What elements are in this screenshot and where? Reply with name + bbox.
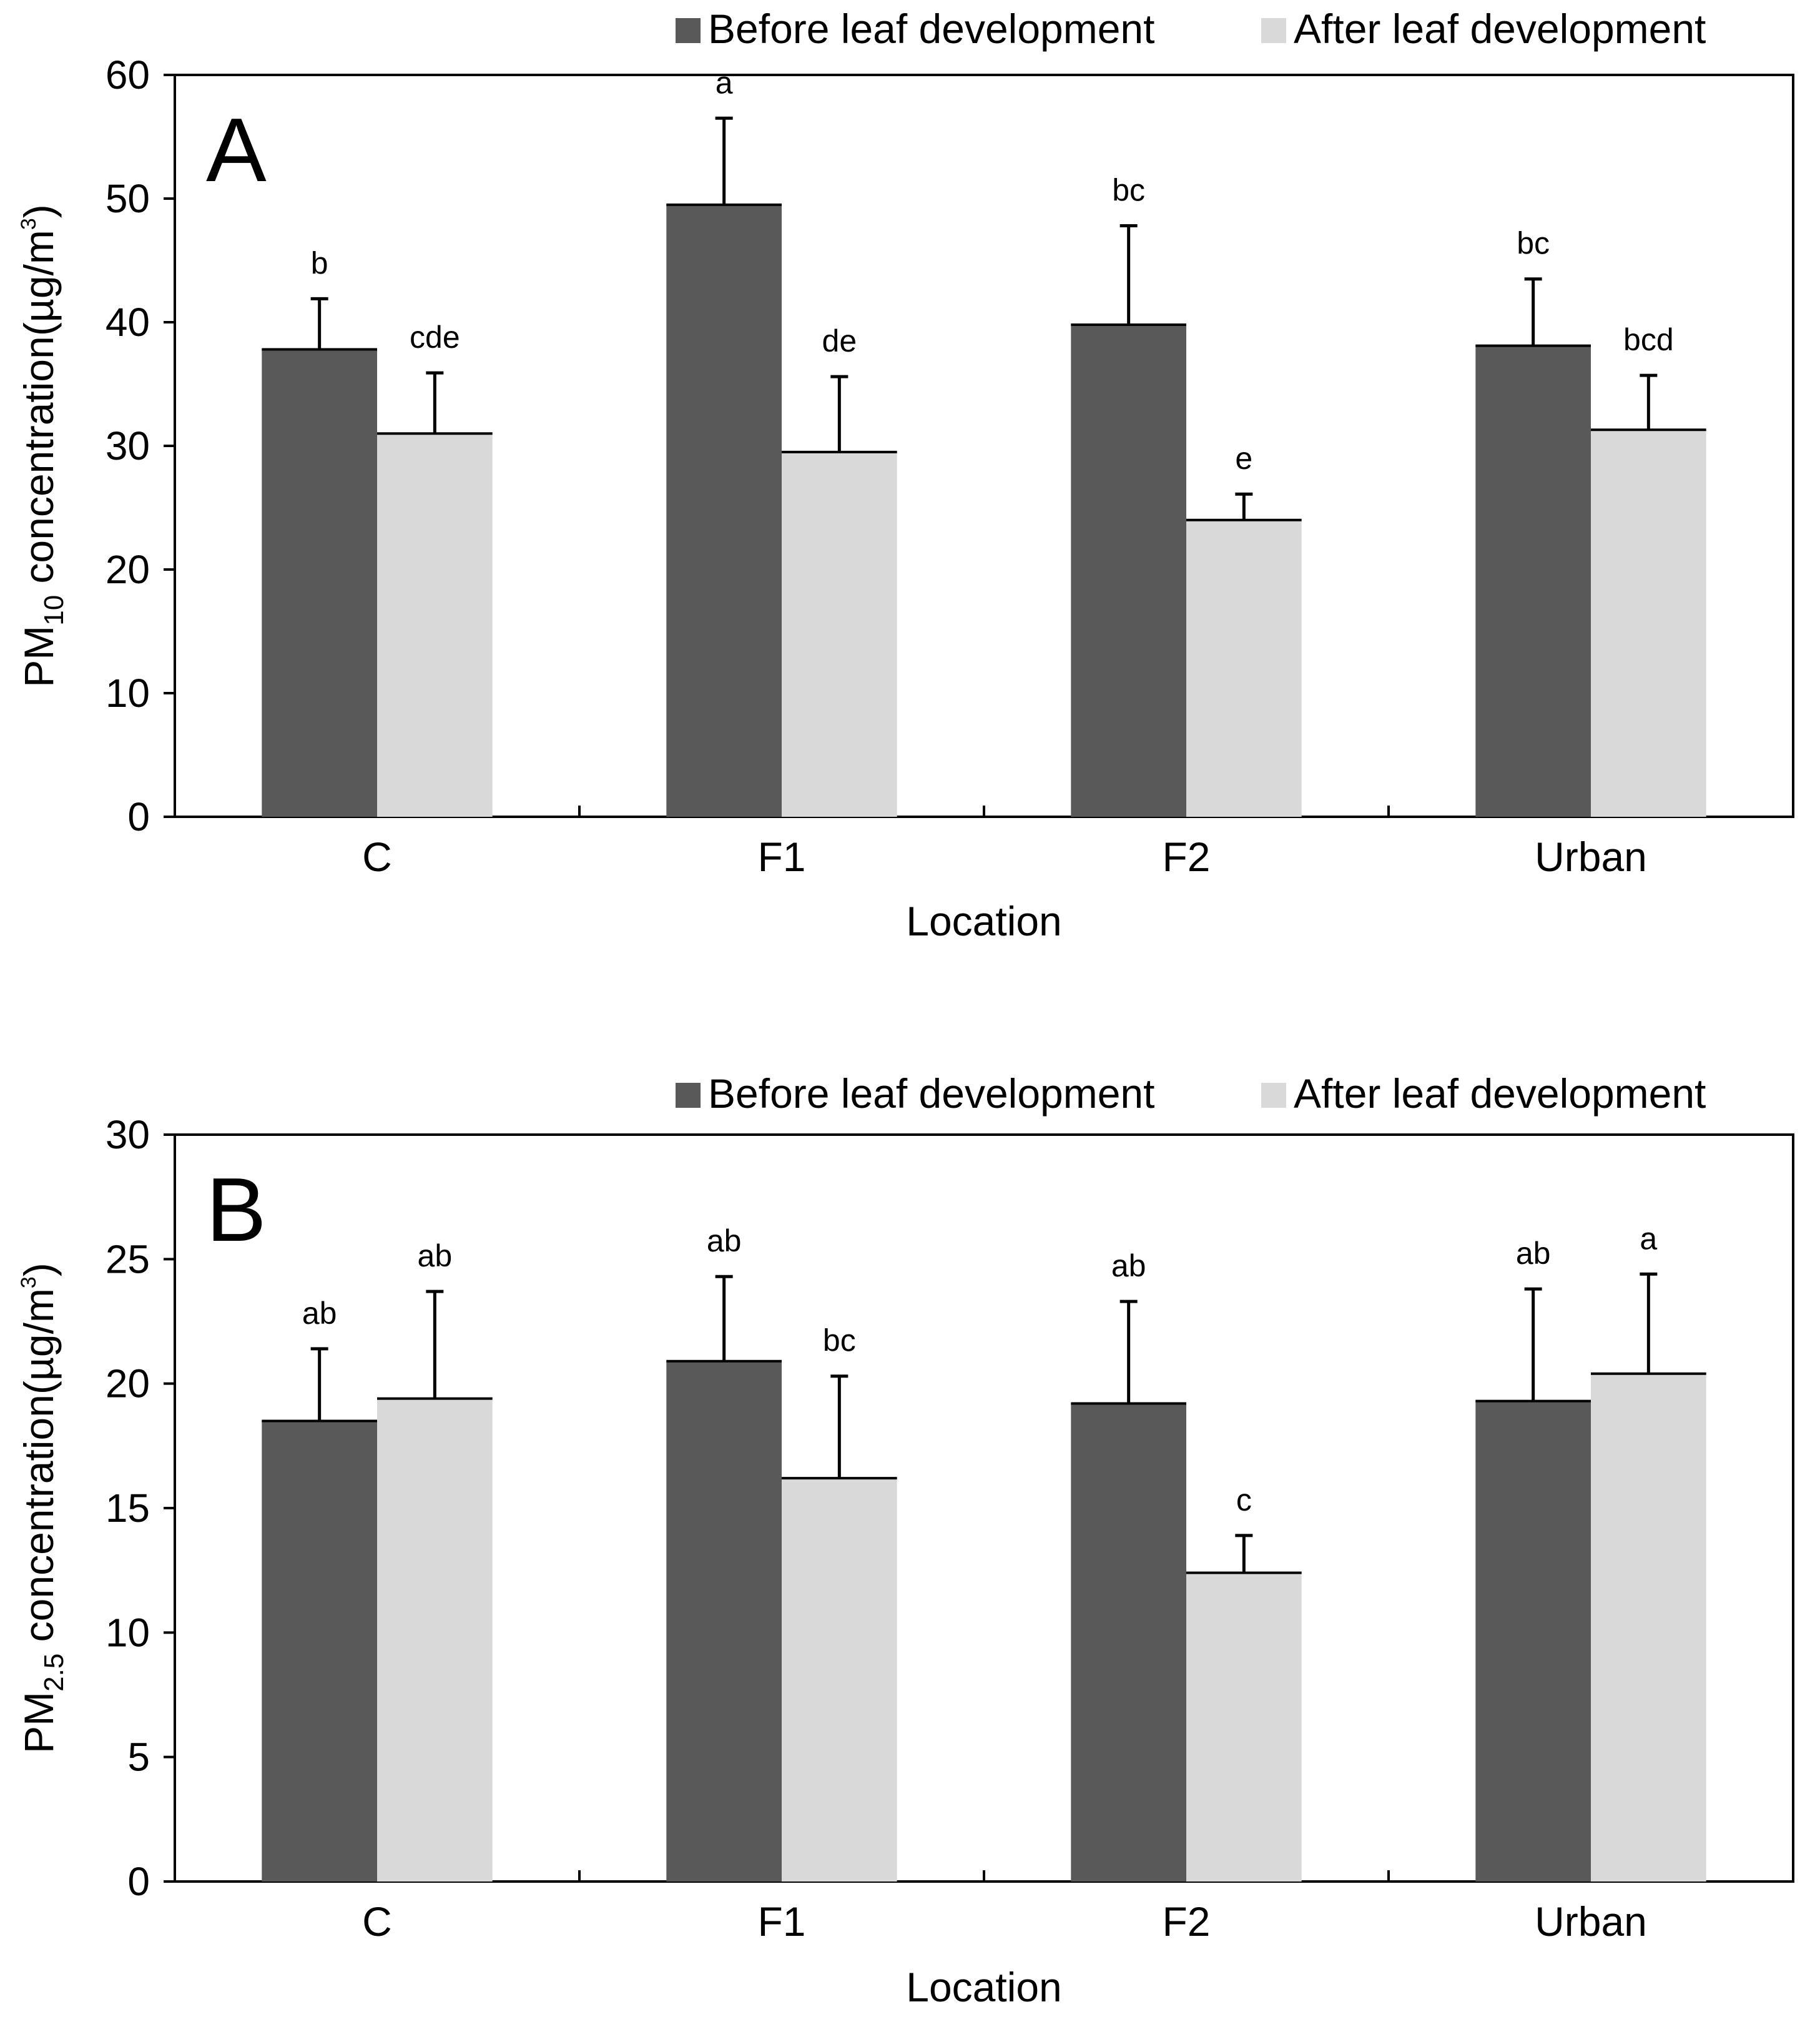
y-axis-title-part: 3 bbox=[17, 218, 41, 230]
y-tick-label: 25 bbox=[106, 1236, 150, 1281]
x-category-label: Urban bbox=[1535, 834, 1647, 880]
significance-label: ab bbox=[302, 1296, 337, 1331]
bar bbox=[666, 204, 782, 817]
legend-swatch bbox=[676, 18, 701, 43]
panel-label: A bbox=[206, 99, 267, 200]
significance-label: bcd bbox=[1623, 322, 1674, 357]
significance-label: bc bbox=[1112, 173, 1145, 208]
bar bbox=[1186, 1572, 1302, 1882]
y-tick-label: 0 bbox=[127, 1859, 150, 1904]
x-category-label: Urban bbox=[1535, 1898, 1647, 1945]
legend-label: Before leaf development bbox=[708, 6, 1154, 52]
significance-label: ab bbox=[707, 1223, 742, 1258]
y-axis-title-part: concentration(µg/m bbox=[16, 230, 62, 595]
y-axis-title-part: PM bbox=[16, 626, 62, 688]
y-tick-label: 15 bbox=[106, 1486, 150, 1531]
x-category-label: C bbox=[362, 834, 392, 880]
y-tick-label: 5 bbox=[127, 1735, 150, 1780]
y-tick-label: 30 bbox=[106, 423, 150, 468]
y-tick-label: 50 bbox=[106, 176, 150, 221]
x-category-label: F2 bbox=[1162, 1898, 1210, 1945]
bar bbox=[1475, 1401, 1591, 1882]
bar bbox=[666, 1361, 782, 1882]
bar bbox=[1591, 430, 1706, 817]
y-tick-label: 10 bbox=[106, 671, 150, 716]
panel-label: B bbox=[206, 1159, 267, 1260]
x-category-label: F2 bbox=[1162, 834, 1210, 880]
significance-label: ab bbox=[418, 1238, 453, 1273]
y-tick-label: 30 bbox=[106, 1112, 150, 1157]
bar bbox=[377, 433, 493, 817]
y-axis-title: PM10 concentration(µg/m3) bbox=[16, 204, 69, 687]
significance-label: ab bbox=[1516, 1236, 1551, 1271]
significance-label: bc bbox=[823, 1323, 856, 1358]
significance-label: e bbox=[1235, 441, 1252, 476]
legend-label: After leaf development bbox=[1294, 6, 1706, 52]
significance-label: a bbox=[1640, 1221, 1657, 1256]
y-axis-title-part: concentration(µg/m bbox=[16, 1288, 62, 1654]
chart-panel-a: 0 10 20 30 40 50 60 b cde Ca de F1 bc e F2 bc bcd Urban Lo… bbox=[16, 6, 1794, 944]
legend-swatch bbox=[1261, 1083, 1286, 1108]
significance-label: ab bbox=[1111, 1248, 1146, 1283]
bar bbox=[262, 349, 377, 817]
x-category-label: F1 bbox=[757, 834, 805, 880]
y-tick-label: 10 bbox=[106, 1610, 150, 1655]
y-tick-label: 60 bbox=[106, 52, 150, 97]
y-axis-title-part: 3 bbox=[17, 1276, 41, 1288]
legend-swatch bbox=[1261, 18, 1286, 43]
y-tick-label: 20 bbox=[106, 1361, 150, 1406]
bar bbox=[1591, 1373, 1706, 1882]
bar bbox=[1475, 345, 1591, 817]
y-axis-title-part: ) bbox=[16, 204, 62, 218]
y-axis-title-part: 10 bbox=[39, 595, 69, 626]
bar bbox=[1071, 324, 1186, 817]
chart-panel-b: 0 5 10 15 20 25 30 ab ab Cab bc F1 ab c F2 ab a Urban Loca… bbox=[16, 1070, 1794, 2010]
y-axis-title-part: 2.5 bbox=[39, 1654, 69, 1692]
bar bbox=[782, 1478, 897, 1882]
legend: Before leaf development After leaf develo… bbox=[676, 6, 1706, 52]
y-tick-label: 20 bbox=[106, 547, 150, 592]
legend-swatch bbox=[676, 1083, 701, 1108]
y-tick-label: 40 bbox=[106, 300, 150, 345]
bar bbox=[262, 1421, 377, 1882]
y-axis-title: PM2.5 concentration(µg/m3) bbox=[16, 1263, 69, 1753]
x-axis-title: Location bbox=[906, 898, 1062, 944]
bar bbox=[377, 1398, 493, 1882]
y-axis-title-part: PM bbox=[16, 1692, 62, 1753]
x-category-label: C bbox=[362, 1898, 392, 1945]
y-tick-label: 0 bbox=[127, 794, 150, 839]
significance-label: bc bbox=[1517, 226, 1550, 261]
legend: Before leaf development After leaf develo… bbox=[676, 1070, 1706, 1117]
bar bbox=[1071, 1403, 1186, 1882]
bar bbox=[782, 451, 897, 817]
significance-label: de bbox=[822, 323, 857, 358]
y-axis-title-part: ) bbox=[16, 1263, 62, 1276]
significance-label: b bbox=[311, 245, 328, 280]
legend-label: After leaf development bbox=[1294, 1070, 1706, 1117]
significance-label: c bbox=[1236, 1482, 1252, 1517]
legend-label: Before leaf development bbox=[708, 1070, 1154, 1117]
x-category-label: F1 bbox=[757, 1898, 805, 1945]
x-axis-title: Location bbox=[906, 1964, 1062, 2010]
significance-label: a bbox=[716, 65, 733, 100]
bar bbox=[1186, 520, 1302, 817]
significance-label: cde bbox=[410, 320, 460, 355]
